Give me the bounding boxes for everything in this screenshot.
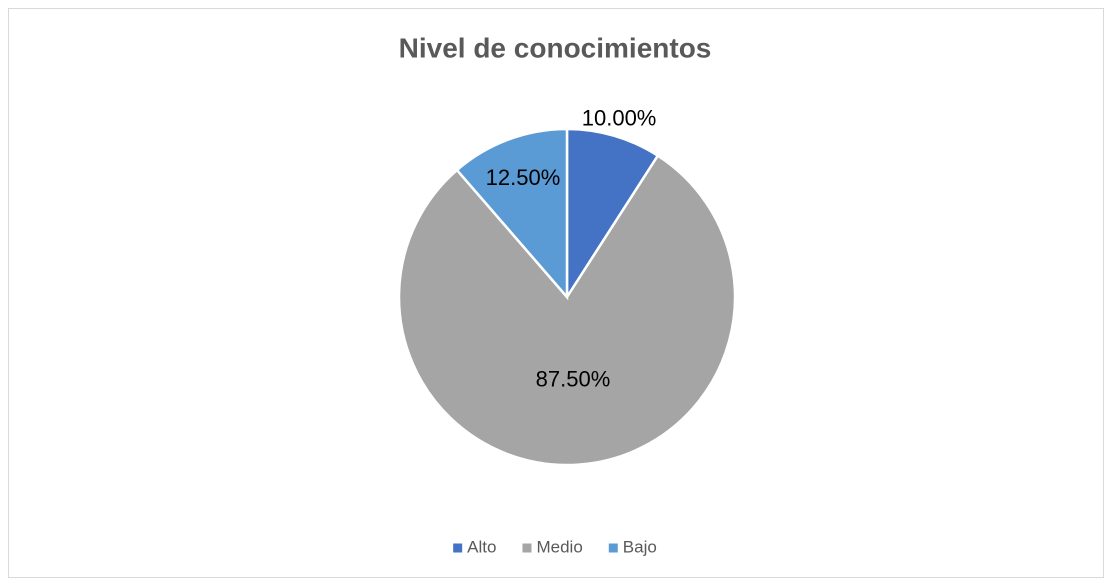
data-label: 87.50% — [536, 367, 611, 392]
pie-slice — [455, 127, 569, 301]
legend-label: Alto — [467, 537, 496, 556]
data-label: 10.00% — [582, 105, 657, 130]
legend-swatch — [522, 543, 532, 553]
chart-title: Nivel de conocimientos — [399, 32, 712, 63]
pie-slice — [397, 153, 737, 467]
legend-swatch — [453, 543, 463, 553]
data-label: 12.50% — [486, 165, 561, 190]
pie-slice — [565, 127, 660, 302]
legend-label: Medio — [536, 537, 582, 556]
legend-label: Bajo — [623, 537, 657, 556]
legend-swatch — [608, 543, 618, 553]
